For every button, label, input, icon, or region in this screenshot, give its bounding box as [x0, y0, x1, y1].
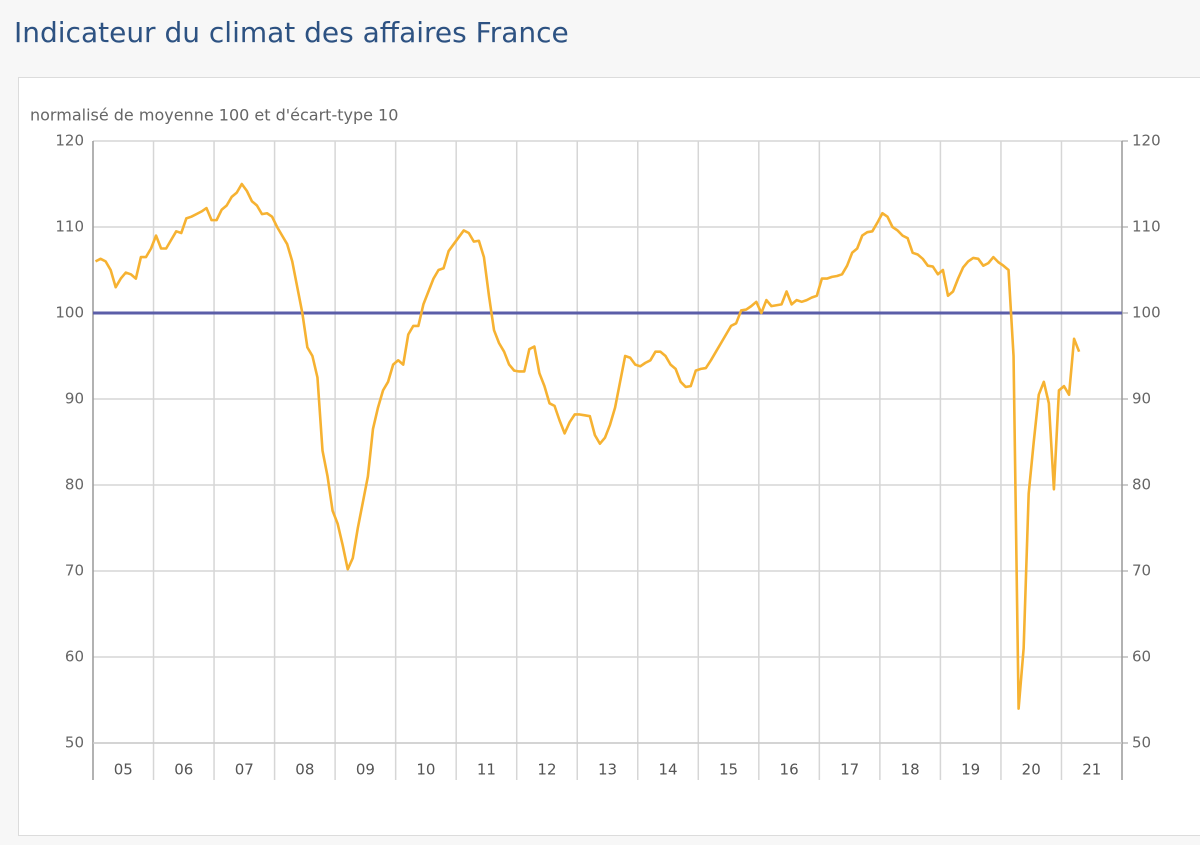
y-tick-label: 70	[65, 562, 84, 580]
y-tick-label: 80	[65, 476, 84, 494]
chart-subtitle: normalisé de moyenne 100 et d'écart-type…	[30, 106, 398, 125]
y2-tick-label: 100	[1132, 304, 1161, 322]
y2-tick-label: 120	[1132, 132, 1161, 150]
x-tick-label: 11	[477, 761, 496, 779]
y2-tick-label: 110	[1132, 218, 1161, 236]
y-tick-label: 60	[65, 648, 84, 666]
y-tick-label: 90	[65, 390, 84, 408]
x-tick-label: 17	[840, 761, 859, 779]
x-tick-label: 20	[1022, 761, 1041, 779]
y2-tick-label: 90	[1132, 390, 1151, 408]
x-tick-label: 10	[416, 761, 435, 779]
x-tick-label: 12	[537, 761, 556, 779]
y2-tick-label: 60	[1132, 648, 1151, 666]
y-tick-label: 120	[55, 132, 84, 150]
x-tick-label: 09	[356, 761, 375, 779]
y2-tick-label: 80	[1132, 476, 1151, 494]
chart-title: Indicateur du climat des affaires France	[14, 16, 569, 49]
y-tick-label: 100	[55, 304, 84, 322]
x-tick-label: 19	[961, 761, 980, 779]
x-tick-label: 14	[658, 761, 677, 779]
x-tick-label: 13	[598, 761, 617, 779]
x-tick-label: 16	[780, 761, 799, 779]
x-tick-label: 05	[114, 761, 133, 779]
x-tick-label: 15	[719, 761, 738, 779]
x-tick-label: 21	[1082, 761, 1101, 779]
x-tick-label: 08	[295, 761, 314, 779]
panel	[19, 78, 1200, 836]
x-tick-label: 06	[174, 761, 193, 779]
x-tick-label: 18	[901, 761, 920, 779]
y-tick-label: 110	[55, 218, 84, 236]
y2-tick-label: 70	[1132, 562, 1151, 580]
x-tick-label: 07	[235, 761, 254, 779]
y2-tick-label: 50	[1132, 734, 1151, 752]
y-tick-label: 50	[65, 734, 84, 752]
